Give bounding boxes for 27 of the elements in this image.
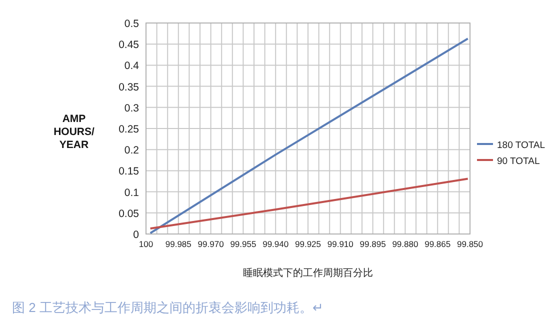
- x-tick-label: 99.970: [198, 239, 224, 249]
- y-tick-label: 0.1: [124, 186, 140, 199]
- x-tick-label: 99.940: [262, 239, 289, 249]
- x-axis-title: 睡眠模式下的工作周期百分比: [243, 267, 373, 279]
- x-tick-label: 99.895: [360, 239, 386, 249]
- x-tick-label: 99.910: [327, 239, 354, 249]
- y-tick-label: 0.35: [118, 81, 140, 94]
- y-tick-label: 0.3: [124, 102, 140, 114]
- x-tick-label: 99.850: [457, 239, 484, 249]
- x-tick-label: 99.925: [295, 239, 322, 249]
- legend-label: 180 TOTAL: [497, 140, 546, 151]
- y-tick-label: 0.45: [118, 39, 140, 52]
- y-axis-title: AMP HOURS/ YEAR: [54, 113, 94, 151]
- x-tick-label: 99.865: [424, 239, 451, 249]
- y-tick-label: 0.2: [124, 144, 140, 157]
- y-tick-label: 0.25: [118, 124, 140, 136]
- y-tick-label: 0.05: [118, 208, 140, 220]
- y-tick-label: 0.5: [124, 18, 140, 30]
- y-tick-label: 0.15: [118, 166, 140, 178]
- y-tick-label: 0: [133, 229, 140, 241]
- caption: 图 2 工艺技术与工作周期之间的折衷会影响到功耗。↵: [12, 300, 324, 315]
- x-tick-label: 99.955: [230, 239, 256, 249]
- x-tick-label: 99.985: [165, 239, 192, 249]
- y-tick-label: 0.4: [124, 60, 140, 72]
- x-tick-label: 99.880: [392, 239, 418, 249]
- x-tick-label: 100: [138, 239, 154, 249]
- legend-label: 90 TOTAL: [497, 156, 540, 167]
